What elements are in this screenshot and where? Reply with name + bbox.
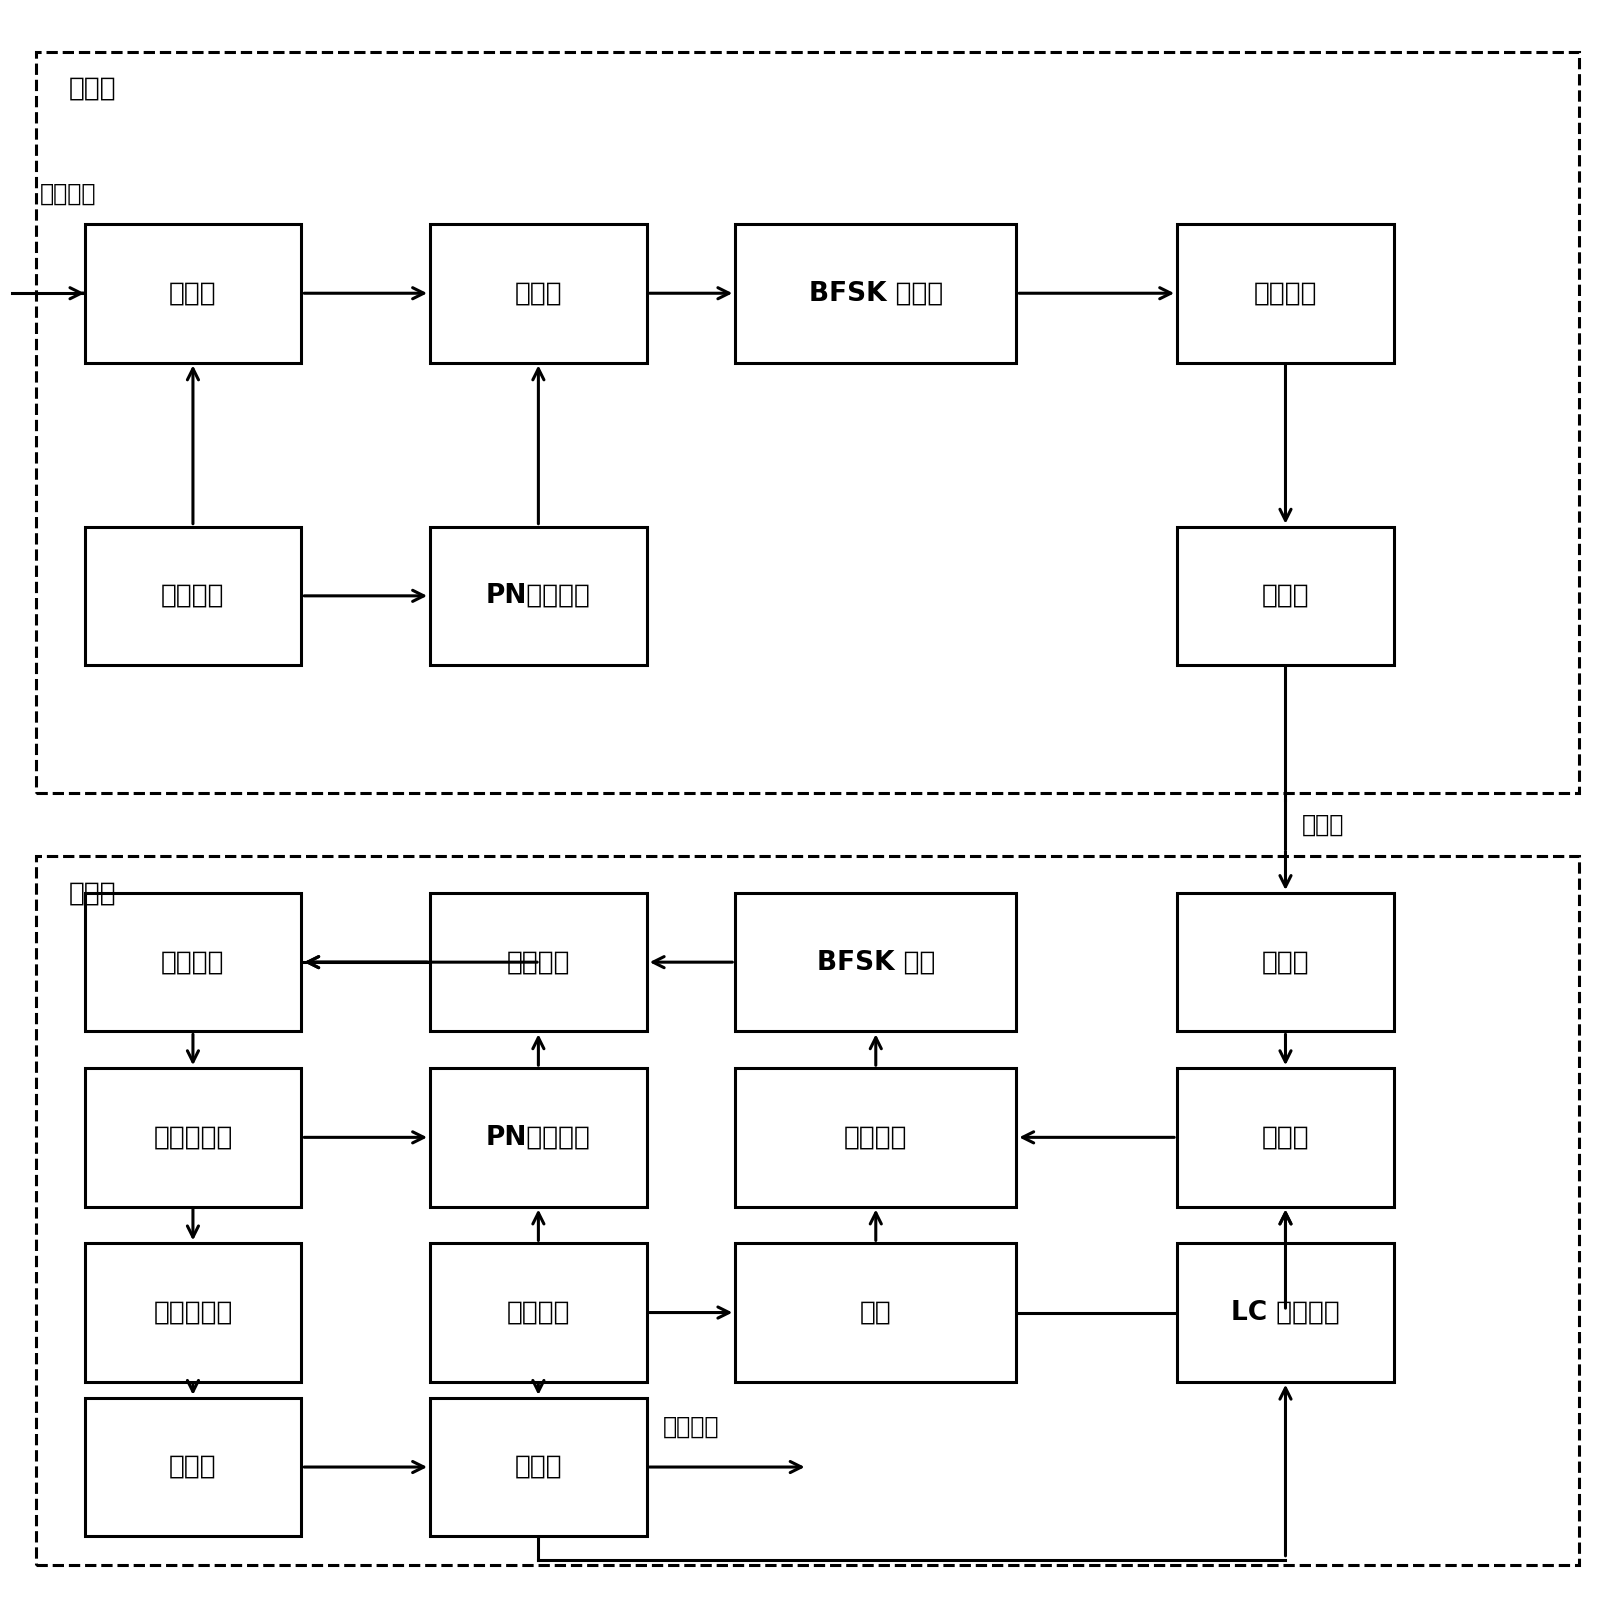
Text: 发送报文: 发送报文: [39, 181, 95, 205]
Bar: [1177, 893, 1393, 1031]
Bar: [429, 224, 647, 362]
Text: BFSK 解调: BFSK 解调: [817, 949, 935, 975]
Bar: [1177, 1244, 1393, 1382]
Bar: [84, 224, 302, 362]
Bar: [1177, 1068, 1393, 1207]
Text: PN码发生器: PN码发生器: [486, 1124, 591, 1151]
Text: 电力线: 电力线: [1301, 812, 1343, 836]
Text: 滤波器: 滤波器: [1261, 1124, 1309, 1151]
Bar: [1177, 224, 1393, 362]
Text: 功率放大: 功率放大: [1252, 280, 1317, 306]
Text: 信号放大: 信号放大: [844, 1124, 907, 1151]
Bar: [734, 1068, 1015, 1207]
Text: PN码发生器: PN码发生器: [486, 583, 591, 608]
Text: 接收机: 接收机: [68, 881, 116, 906]
Bar: [429, 893, 647, 1031]
Bar: [84, 527, 302, 664]
Text: 系统时钟: 系统时钟: [161, 583, 224, 608]
Bar: [429, 527, 647, 664]
Text: 解码器: 解码器: [515, 1454, 562, 1479]
Text: 比特流: 比特流: [169, 1454, 216, 1479]
Text: 编码器: 编码器: [169, 280, 216, 306]
Text: 接收报文: 接收报文: [662, 1415, 718, 1439]
Bar: [734, 224, 1015, 362]
Text: 耦合器: 耦合器: [1261, 583, 1309, 608]
Bar: [1177, 527, 1393, 664]
Bar: [84, 1068, 302, 1207]
Bar: [84, 1244, 302, 1382]
Text: 耦合器: 耦合器: [1261, 949, 1309, 975]
Bar: [84, 893, 302, 1031]
Text: BFSK 调制器: BFSK 调制器: [809, 280, 943, 306]
Text: 比特流: 比特流: [515, 280, 562, 306]
Bar: [429, 1398, 647, 1537]
Text: 相关运算: 相关运算: [161, 949, 224, 975]
Bar: [429, 1244, 647, 1382]
Bar: [84, 1398, 302, 1537]
Text: 同步头捕获: 同步头捕获: [153, 1124, 232, 1151]
Bar: [734, 1244, 1015, 1382]
Bar: [429, 1068, 647, 1207]
Text: 判决与解码: 判决与解码: [153, 1300, 232, 1326]
Text: 发射机: 发射机: [68, 75, 116, 102]
Bar: [734, 893, 1015, 1031]
Text: LC 参数调整: LC 参数调整: [1230, 1300, 1340, 1326]
Text: 系统时钟: 系统时钟: [507, 1300, 570, 1326]
Text: 信号采样: 信号采样: [507, 949, 570, 975]
Text: 本振: 本振: [859, 1300, 891, 1326]
